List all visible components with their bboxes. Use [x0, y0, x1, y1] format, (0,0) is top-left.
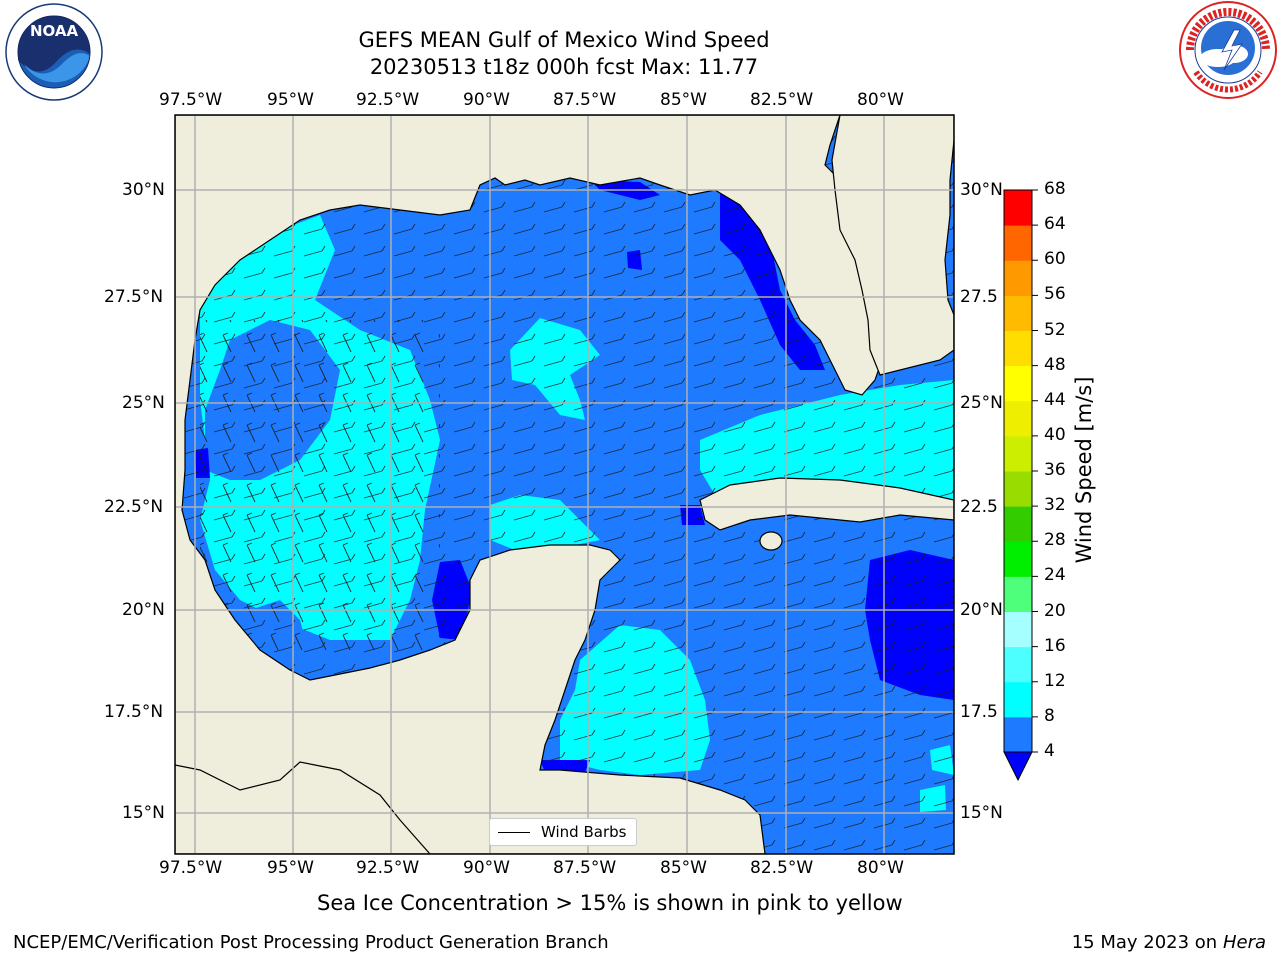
colorbar-segment — [1004, 681, 1032, 718]
colorbar-tick-label: 24 — [1044, 565, 1066, 586]
colorbar-tick-label: 16 — [1044, 635, 1066, 656]
lat-label-right: 20°N — [960, 600, 1003, 620]
colorbar-under-triangle — [1003, 751, 1033, 782]
land-mexico-us — [175, 115, 883, 854]
colorbar-tick-label: 40 — [1044, 424, 1066, 445]
colorbar-title: Wind Speed [m/s] — [1072, 376, 1096, 564]
colorbar-segment — [1004, 435, 1032, 472]
colorbar-segment — [1004, 646, 1032, 683]
lon-label-bottom: 92.5°W — [356, 858, 420, 878]
colorbar-segment — [1004, 506, 1032, 542]
colorbar-tick-label: 28 — [1044, 530, 1066, 551]
colorbar-tick-label: 12 — [1044, 670, 1066, 691]
colorbar-tick-label: 20 — [1044, 600, 1066, 621]
lat-label-right: 15°N — [960, 803, 1003, 823]
lon-label-bottom: 80°W — [857, 858, 904, 878]
colorbar-segment — [1004, 295, 1032, 331]
lon-label-bottom: 82.5°W — [750, 858, 814, 878]
colorbar-tick-label: 44 — [1044, 389, 1066, 410]
lat-label-left: 27.5°N — [104, 287, 164, 307]
nws-logo — [1179, 1, 1277, 99]
colorbar-segment — [1004, 611, 1032, 648]
lon-label-top: 90°W — [463, 90, 510, 110]
colorbar-tick-label: 68 — [1044, 179, 1066, 199]
noaa-logo-text: NOAA — [30, 22, 79, 40]
lat-label-left: 17.5°N — [104, 702, 164, 722]
lon-label-top: 82.5°W — [750, 90, 814, 110]
colorbar — [1003, 189, 1038, 782]
lon-label-top: 85°W — [660, 90, 707, 110]
lon-label-bottom: 85°W — [660, 858, 707, 878]
noaa-logo: NOAA — [5, 3, 103, 101]
lat-label-left: 30°N — [122, 180, 165, 200]
lon-label-bottom: 90°W — [463, 858, 510, 878]
legend-label: Wind Barbs — [541, 823, 627, 841]
colorbar-segment — [1004, 365, 1032, 402]
colorbar-segment — [1004, 471, 1032, 507]
colorbar-segment — [1004, 400, 1032, 437]
footer-host: Hera — [1222, 932, 1266, 953]
lon-label-top: 97.5°W — [159, 90, 223, 110]
lon-label-top: 95°W — [267, 90, 314, 110]
lat-label-right: 17.5 — [960, 702, 998, 722]
footer-date: 15 May 2023 on Hera — [1072, 932, 1266, 953]
lat-label-left: 15°N — [122, 803, 165, 823]
land-cuba — [699, 477, 954, 531]
footer-date-text: 15 May 2023 on — [1071, 932, 1218, 953]
lon-label-bottom: 97.5°W — [159, 858, 223, 878]
colorbar-tick-label: 32 — [1044, 495, 1066, 516]
lon-label-top: 87.5°W — [553, 90, 617, 110]
lat-label-left: 22.5°N — [104, 497, 164, 517]
colorbar-tick-label: 48 — [1044, 354, 1066, 375]
colorbar-segment — [1004, 716, 1032, 753]
map-frame — [174, 114, 955, 855]
colorbar-tick-label: 64 — [1044, 214, 1066, 235]
colorbar-segment — [1004, 225, 1032, 261]
land-florida — [831, 115, 954, 376]
chart-subtitle: 20230513 t18z 000h fcst Max: 11.77 — [369, 55, 759, 79]
colorbar-tick-label: 36 — [1044, 460, 1066, 480]
colorbar-tick-label: 56 — [1044, 284, 1066, 305]
map-gridlines — [175, 115, 954, 854]
wind-barbs-legend-line — [498, 832, 530, 833]
colorbar-segment — [1004, 576, 1032, 612]
colorbar-tick-label: 60 — [1044, 249, 1066, 270]
lat-label-left: 20°N — [122, 600, 165, 620]
colorbar-segment — [1004, 190, 1032, 226]
lat-label-left: 25°N — [122, 393, 165, 413]
lon-label-bottom: 95°W — [267, 858, 314, 878]
footer-credit: NCEP/EMC/Verification Post Processing Pr… — [13, 932, 609, 953]
colorbar-tick-label: 52 — [1044, 319, 1066, 340]
colorbar-tick-label: 8 — [1044, 705, 1055, 726]
lon-label-top: 92.5°W — [356, 90, 420, 110]
colorbar-segment — [1004, 260, 1032, 296]
colorbar-segment — [1004, 330, 1032, 367]
colorbar-tick-label: 4 — [1044, 741, 1055, 761]
lat-label-right: 25°N — [960, 393, 1003, 413]
lat-label-right: 22.5 — [960, 497, 998, 517]
map-legend: Wind Barbs — [489, 818, 637, 846]
colorbar-segment — [1004, 541, 1032, 577]
sea-ice-caption: Sea Ice Concentration > 15% is shown in … — [317, 891, 903, 915]
chart-title: GEFS MEAN Gulf of Mexico Wind Speed — [358, 28, 770, 52]
lat-label-right: 27.5 — [960, 287, 998, 307]
lon-label-bottom: 87.5°W — [553, 858, 617, 878]
lon-label-top: 80°W — [857, 90, 904, 110]
lat-label-right: 30°N — [960, 180, 1003, 200]
